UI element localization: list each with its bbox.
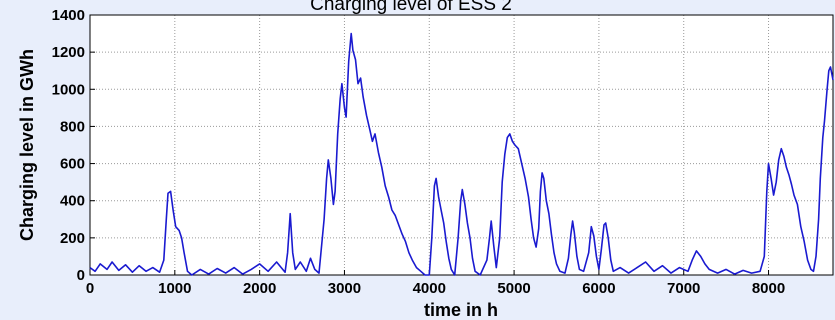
x-tick-label: 7000 [667, 280, 700, 297]
plot-area [90, 15, 833, 275]
x-tick-label: 2000 [243, 280, 276, 297]
chart-title: Charging level of ESS 2 [310, 0, 512, 15]
y-axis-label: Charging level in GWh [17, 49, 37, 241]
series-line-charging-level [89, 32, 834, 276]
y-tick-label: 200 [60, 230, 85, 247]
y-tick-label: 0 [77, 267, 85, 284]
y-tick-label: 1400 [52, 7, 85, 24]
x-axis-label: time in h [424, 300, 498, 320]
x-tick-label: 6000 [582, 280, 615, 297]
x-tick-label: 0 [86, 280, 94, 297]
x-tick-labels: 0 1000 2000 3000 4000 5000 6000 7000 8000 [86, 280, 785, 297]
x-tick-label: 1000 [158, 280, 191, 297]
x-tick-label: 8000 [752, 280, 785, 297]
y-tick-label: 1000 [52, 81, 85, 98]
x-tick-label: 3000 [328, 280, 361, 297]
x-tick-label: 5000 [497, 280, 530, 297]
plot-frame [89, 14, 834, 276]
y-tick-label: 600 [60, 156, 85, 173]
y-tick-labels: 0 200 400 600 800 1000 1200 1400 [52, 7, 85, 284]
y-tick-label: 400 [60, 193, 85, 210]
grid-lines [90, 15, 833, 275]
y-tick-label: 1200 [52, 44, 85, 61]
y-tick-label: 800 [60, 118, 85, 135]
x-tick-label: 4000 [413, 280, 446, 297]
